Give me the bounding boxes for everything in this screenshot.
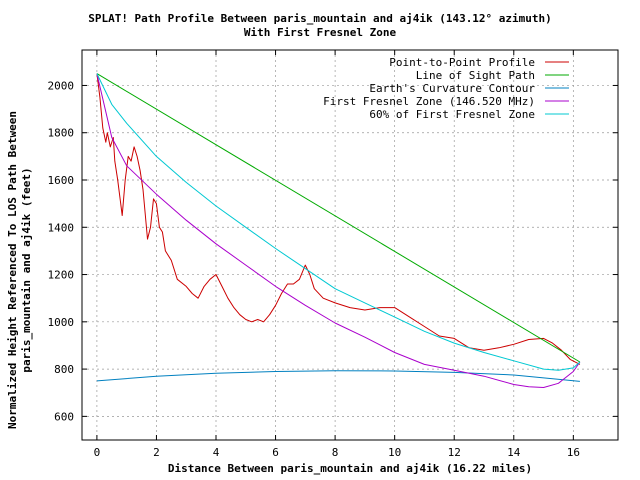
x-tick-label: 4 xyxy=(213,446,220,459)
x-tick-label: 16 xyxy=(567,446,580,459)
y-tick-label: 1600 xyxy=(48,174,75,187)
legend-label-2: Earth's Curvature Contour xyxy=(369,82,535,95)
series-line-3 xyxy=(96,73,581,388)
legend-label-4: 60% of First Fresnel Zone xyxy=(369,108,535,121)
legend-label-1: Line of Sight Path xyxy=(416,69,535,82)
y-tick-label: 1000 xyxy=(48,316,75,329)
chart-subtitle: With First Fresnel Zone xyxy=(243,26,397,39)
y-tick-label: 600 xyxy=(54,410,74,423)
x-axis-label: Distance Between paris_mountain and aj4i… xyxy=(167,462,533,475)
x-tick-label: 0 xyxy=(94,446,101,459)
y-tick-label: 1800 xyxy=(48,127,75,140)
y-axis-label-line1: Normalized Height Referenced To LOS Path… xyxy=(6,111,19,429)
y-axis-label-line2: paris_mountain and aj4ik (feet) xyxy=(20,167,33,373)
legend-label-0: Point-to-Point Profile xyxy=(389,56,535,69)
series-line-2 xyxy=(96,370,580,382)
chart-title: SPLAT! Path Profile Between paris_mounta… xyxy=(88,12,552,25)
x-tick-label: 10 xyxy=(388,446,401,459)
y-tick-label: 1400 xyxy=(48,221,75,234)
series-line-0 xyxy=(96,73,581,365)
x-tick-label: 6 xyxy=(272,446,279,459)
x-tick-label: 12 xyxy=(448,446,461,459)
y-tick-label: 2000 xyxy=(48,79,75,92)
y-tick-label: 800 xyxy=(54,363,74,376)
x-tick-label: 2 xyxy=(153,446,160,459)
plot-frame xyxy=(81,49,619,441)
series-line-1 xyxy=(96,73,581,363)
y-tick-label: 1200 xyxy=(48,269,75,282)
series-line-4 xyxy=(96,73,581,371)
y-axis-label: Normalized Height Referenced To LOS Path… xyxy=(6,111,34,429)
legend-label-3: First Fresnel Zone (146.520 MHz) xyxy=(323,95,535,108)
x-tick-label: 14 xyxy=(507,446,521,459)
x-tick-label: 8 xyxy=(332,446,339,459)
